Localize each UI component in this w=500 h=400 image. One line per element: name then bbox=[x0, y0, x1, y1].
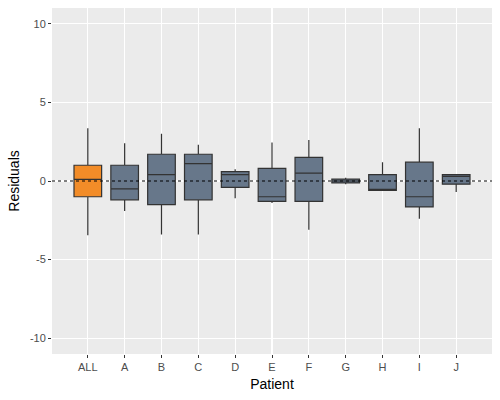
svg-text:-10: -10 bbox=[30, 332, 46, 344]
svg-text:I: I bbox=[418, 361, 421, 373]
svg-text:D: D bbox=[231, 361, 239, 373]
svg-text:G: G bbox=[341, 361, 350, 373]
svg-text:Patient: Patient bbox=[250, 376, 294, 392]
svg-text:B: B bbox=[158, 361, 165, 373]
svg-text:10: 10 bbox=[34, 18, 46, 30]
svg-text:F: F bbox=[305, 361, 312, 373]
svg-text:J: J bbox=[453, 361, 459, 373]
svg-text:A: A bbox=[121, 361, 129, 373]
svg-text:0: 0 bbox=[40, 175, 46, 187]
svg-text:C: C bbox=[194, 361, 202, 373]
svg-text:-5: -5 bbox=[36, 253, 46, 265]
svg-text:ALL: ALL bbox=[78, 361, 98, 373]
svg-text:Residuals: Residuals bbox=[6, 150, 22, 211]
svg-text:5: 5 bbox=[40, 96, 46, 108]
svg-text:H: H bbox=[379, 361, 387, 373]
svg-text:E: E bbox=[268, 361, 275, 373]
